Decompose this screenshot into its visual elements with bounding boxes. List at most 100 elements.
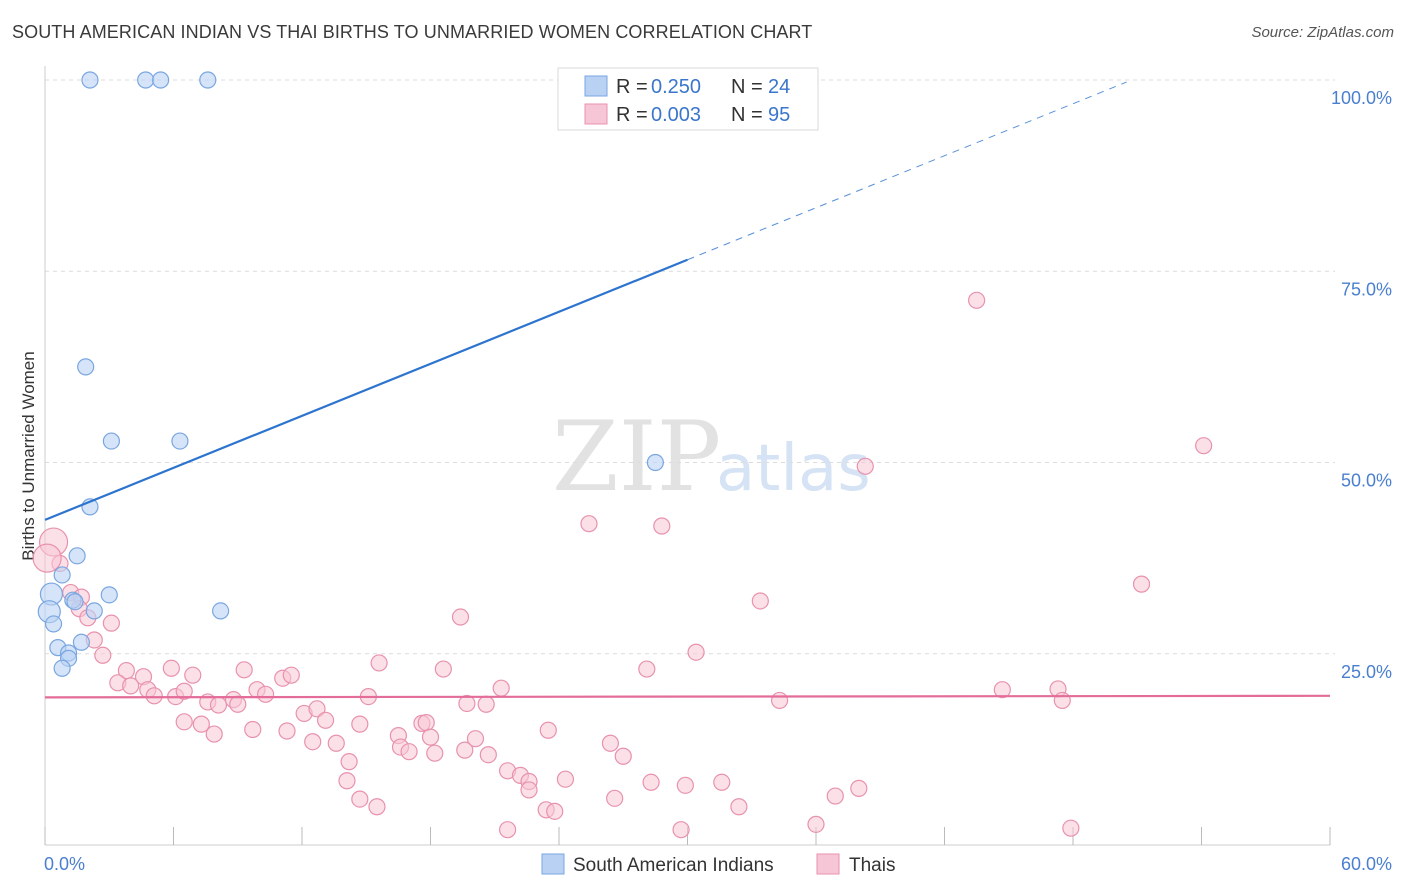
legend-r-value-1: 0.250: [651, 76, 701, 98]
thais-point: [713, 773, 731, 791]
bottom-legend-label-2: Thais: [849, 855, 895, 876]
bottom-legend-swatch-blue: [541, 853, 565, 875]
thais-point: [606, 789, 624, 807]
top-legend: R = 0.250 N = 24 R = 0.003 N = 95: [557, 67, 819, 131]
bottom-legend: South American Indians Thais: [541, 853, 895, 876]
thais-point: [807, 815, 825, 833]
thais-point: [601, 734, 620, 752]
south-american-indians-point: [100, 586, 118, 604]
thais-point: [539, 721, 557, 739]
thais-point: [434, 660, 452, 678]
y-tick-label: 100.0%: [1331, 88, 1392, 108]
thais-point: [477, 695, 495, 713]
thais-point: [338, 772, 356, 790]
thais-point: [370, 654, 388, 672]
thais-point: [368, 798, 386, 816]
thais-point: [580, 515, 598, 533]
thais-point: [451, 608, 470, 626]
legend-r-value-2: 0.003: [651, 104, 701, 126]
south-american-indians-trend-extension: [687, 81, 1127, 261]
thais-point: [162, 659, 180, 677]
south-american-indians-point: [102, 432, 120, 450]
thais-point: [278, 722, 296, 740]
thais-point: [642, 773, 660, 791]
south-american-indians-point: [199, 71, 217, 89]
thais-point: [479, 746, 497, 764]
thais-point: [316, 711, 335, 729]
thais-point: [400, 743, 418, 761]
thais-trend-line: [44, 694, 1331, 699]
thais-point: [235, 661, 253, 679]
thais-point: [209, 696, 228, 714]
thais-point: [499, 821, 517, 839]
south-american-indians-point: [171, 432, 189, 450]
legend-n-label-2: N =: [731, 104, 763, 126]
thais-point: [282, 666, 300, 684]
thais-point: [421, 728, 440, 746]
south-american-indians-point: [72, 633, 91, 651]
y-tick-label: 50.0%: [1341, 471, 1392, 491]
south-american-indians-point: [646, 453, 664, 472]
thais-point: [614, 747, 632, 765]
south-american-indians-point: [81, 71, 99, 89]
thais-point: [351, 715, 369, 733]
thais-point: [327, 734, 345, 752]
bottom-legend-swatch-pink: [816, 853, 840, 875]
thais-point: [175, 713, 193, 731]
bottom-legend-label-1: South American Indians: [573, 855, 774, 876]
thais-point: [456, 741, 474, 759]
thais-point: [102, 614, 120, 632]
thais-point: [492, 679, 510, 697]
thais-point: [968, 291, 986, 309]
legend-swatch-blue: [584, 75, 608, 97]
thais-point: [32, 543, 62, 573]
south-american-indians-point: [53, 566, 71, 584]
south-american-indians-point: [212, 602, 230, 620]
south-american-indians-point: [53, 659, 71, 677]
thais-point: [351, 790, 369, 808]
watermark-atlas: atlas: [716, 432, 871, 506]
south-american-indians-point: [68, 547, 86, 565]
thais-point: [993, 681, 1011, 699]
thais-point: [426, 744, 444, 762]
watermark-zip: ZIP: [552, 401, 721, 513]
legend-r-label-1: R =: [616, 76, 648, 98]
south-american-indians-point: [66, 593, 84, 611]
south-american-indians-point: [137, 71, 155, 89]
thais-point: [1062, 819, 1080, 837]
thais-point: [175, 682, 193, 700]
thais-point: [1132, 575, 1151, 593]
thais-point: [850, 779, 868, 797]
thais-point: [466, 730, 485, 748]
y-tick-labels: 25.0% 50.0% 75.0% 100.0%: [1331, 88, 1392, 682]
thais-point: [308, 700, 326, 718]
thais-point: [730, 798, 748, 816]
south-american-indians-point: [44, 615, 63, 633]
thais-point: [546, 802, 564, 820]
thais-point: [1053, 691, 1071, 710]
thais-point: [556, 770, 575, 788]
x-tick-label-min: 0.0%: [44, 854, 85, 874]
thais-point: [122, 677, 140, 695]
source-credit: Source: ZipAtlas.com: [1251, 24, 1394, 41]
legend-swatch-pink: [584, 103, 608, 125]
thais-point: [676, 776, 694, 794]
thais-points: [32, 291, 1213, 839]
y-tick-label: 75.0%: [1341, 279, 1392, 299]
thais-point: [244, 720, 262, 739]
thais-point: [770, 691, 789, 710]
thais-point: [458, 694, 476, 713]
thais-point: [653, 517, 671, 535]
thais-point: [256, 685, 275, 703]
legend-n-value-1: 24: [768, 76, 790, 98]
y-axis-label: Births to Unmarried Women: [19, 351, 38, 560]
thais-point: [826, 787, 844, 805]
chart-title: SOUTH AMERICAN INDIAN VS THAI BIRTHS TO …: [12, 22, 813, 42]
y-tick-label: 25.0%: [1341, 662, 1392, 682]
thais-point: [205, 725, 223, 743]
thais-point: [638, 660, 656, 678]
thais-point: [520, 781, 538, 799]
thais-point: [229, 695, 247, 713]
trend-lines: [44, 81, 1331, 699]
